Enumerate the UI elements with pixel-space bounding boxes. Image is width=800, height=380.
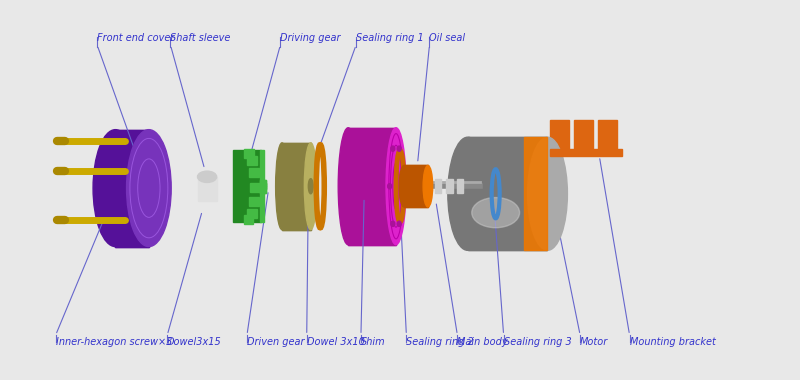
Ellipse shape [388, 184, 392, 189]
Bar [247, 156, 257, 165]
Ellipse shape [338, 128, 358, 245]
Ellipse shape [391, 146, 395, 151]
Text: Sealing ring 2: Sealing ring 2 [406, 337, 474, 347]
Bar [550, 149, 622, 156]
Bar [244, 149, 254, 158]
Ellipse shape [527, 137, 567, 250]
Ellipse shape [276, 143, 288, 230]
Ellipse shape [308, 179, 313, 194]
Bar [550, 120, 569, 150]
Text: Driving gear: Driving gear [281, 33, 341, 43]
Text: Oil seal: Oil seal [430, 33, 466, 43]
Text: Front end cover: Front end cover [97, 33, 174, 43]
Ellipse shape [126, 130, 171, 247]
Bar [260, 180, 266, 186]
Bar [260, 183, 266, 189]
Bar [247, 209, 257, 218]
Bar [250, 197, 259, 206]
Ellipse shape [400, 184, 404, 189]
Ellipse shape [448, 137, 488, 250]
Bar [115, 130, 149, 247]
Text: Motor: Motor [580, 337, 609, 347]
Ellipse shape [398, 146, 401, 151]
Ellipse shape [386, 128, 406, 245]
Bar [198, 177, 217, 201]
Text: Dowel3x15: Dowel3x15 [167, 337, 222, 347]
Text: Sealing ring 3: Sealing ring 3 [504, 337, 571, 347]
Bar [250, 168, 259, 177]
Text: Mounting bracket: Mounting bracket [630, 337, 715, 347]
Bar [260, 180, 266, 186]
Text: Sealing ring 1: Sealing ring 1 [356, 33, 424, 43]
Bar [446, 179, 453, 193]
Bar [435, 179, 442, 193]
Ellipse shape [399, 165, 409, 207]
Bar [260, 150, 265, 222]
Text: Shim: Shim [361, 337, 386, 347]
Ellipse shape [391, 221, 395, 226]
Bar [468, 137, 547, 250]
Bar [233, 150, 262, 222]
Ellipse shape [304, 143, 317, 230]
Bar [250, 182, 260, 192]
Bar [282, 143, 310, 230]
Text: Inner-hexagon screw×3: Inner-hexagon screw×3 [55, 337, 172, 347]
Ellipse shape [398, 221, 401, 226]
Ellipse shape [198, 171, 217, 182]
Ellipse shape [423, 165, 433, 207]
Text: Main body: Main body [458, 337, 508, 347]
Bar [348, 128, 396, 245]
Text: Driven gear: Driven gear [247, 337, 305, 347]
Ellipse shape [472, 198, 519, 228]
Bar [260, 187, 266, 193]
Bar [404, 165, 428, 207]
Text: Shaft sleeve: Shaft sleeve [170, 33, 230, 43]
Text: Dowel 3x10: Dowel 3x10 [306, 337, 365, 347]
Bar [457, 179, 463, 193]
Bar [523, 137, 547, 250]
Bar [244, 215, 254, 224]
Bar [598, 120, 617, 150]
Ellipse shape [93, 130, 138, 247]
Bar [260, 187, 266, 193]
Bar [260, 183, 266, 189]
Bar [574, 120, 593, 150]
